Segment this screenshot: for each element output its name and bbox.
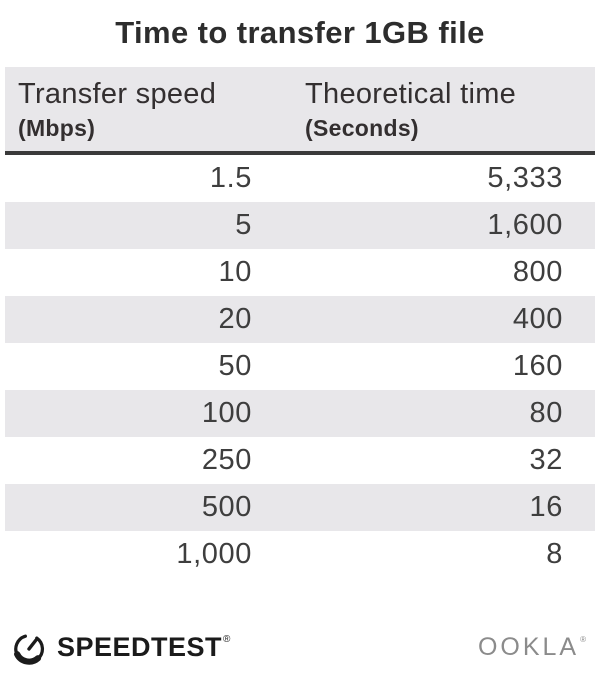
cell-theoretical-time: 5,333 bbox=[487, 162, 563, 194]
table-row: 1.5 5,333 bbox=[5, 155, 595, 202]
cell-theoretical-time: 8 bbox=[546, 538, 563, 570]
cell-theoretical-time: 400 bbox=[512, 303, 563, 335]
registered-trademark-icon: ® bbox=[223, 634, 231, 645]
cell-theoretical-time: 160 bbox=[512, 350, 563, 382]
table-row: 1,000 8 bbox=[5, 531, 595, 578]
cell-transfer-speed: 500 bbox=[201, 491, 252, 523]
table-row: 5 1,600 bbox=[5, 202, 595, 249]
cell-theoretical-time: 800 bbox=[512, 256, 563, 288]
speedtest-gauge-icon bbox=[14, 634, 45, 665]
column-unit: (Mbps) bbox=[18, 115, 96, 141]
ookla-trademark-icon: ® bbox=[580, 635, 586, 644]
cell-theoretical-time: 80 bbox=[529, 397, 563, 429]
cell-transfer-speed: 1.5 bbox=[209, 162, 252, 194]
column-header-transfer-speed: Transfer speed (Mbps) bbox=[18, 76, 305, 151]
table-body: 1.5 5,333 5 1,600 10 800 20 400 50 160 1… bbox=[5, 155, 595, 578]
column-unit: (Seconds) bbox=[305, 115, 419, 141]
footer: SPEEDTEST ® OOKLA ® bbox=[0, 627, 600, 677]
cell-transfer-speed: 250 bbox=[201, 444, 252, 476]
ookla-logo: OOKLA ® bbox=[478, 632, 586, 662]
table-header: Transfer speed (Mbps) Theoretical time (… bbox=[5, 67, 595, 155]
table-row: 100 80 bbox=[5, 390, 595, 437]
cell-transfer-speed: 20 bbox=[218, 303, 252, 335]
cell-transfer-speed: 5 bbox=[235, 209, 252, 241]
column-label: Transfer speed bbox=[18, 78, 217, 110]
table-row: 20 400 bbox=[5, 296, 595, 343]
cell-theoretical-time: 32 bbox=[529, 444, 563, 476]
ookla-wordmark: OOKLA bbox=[477, 633, 580, 661]
cell-transfer-speed: 1,000 bbox=[176, 538, 252, 570]
table-row: 250 32 bbox=[5, 437, 595, 484]
cell-transfer-speed: 50 bbox=[218, 350, 252, 382]
cell-theoretical-time: 1,600 bbox=[487, 209, 563, 241]
cell-transfer-speed: 10 bbox=[218, 256, 252, 288]
column-label: Theoretical time bbox=[305, 78, 517, 110]
page-title: Time to transfer 1GB file bbox=[115, 15, 485, 50]
table-row: 10 800 bbox=[5, 249, 595, 296]
cell-theoretical-time: 16 bbox=[529, 491, 563, 523]
cell-transfer-speed: 100 bbox=[201, 397, 252, 429]
table-row: 500 16 bbox=[5, 484, 595, 531]
table-row: 50 160 bbox=[5, 343, 595, 390]
speedtest-logo: SPEEDTEST ® bbox=[10, 627, 230, 667]
speedtest-wordmark: SPEEDTEST bbox=[57, 632, 223, 662]
column-header-theoretical-time: Theoretical time (Seconds) bbox=[305, 76, 595, 151]
